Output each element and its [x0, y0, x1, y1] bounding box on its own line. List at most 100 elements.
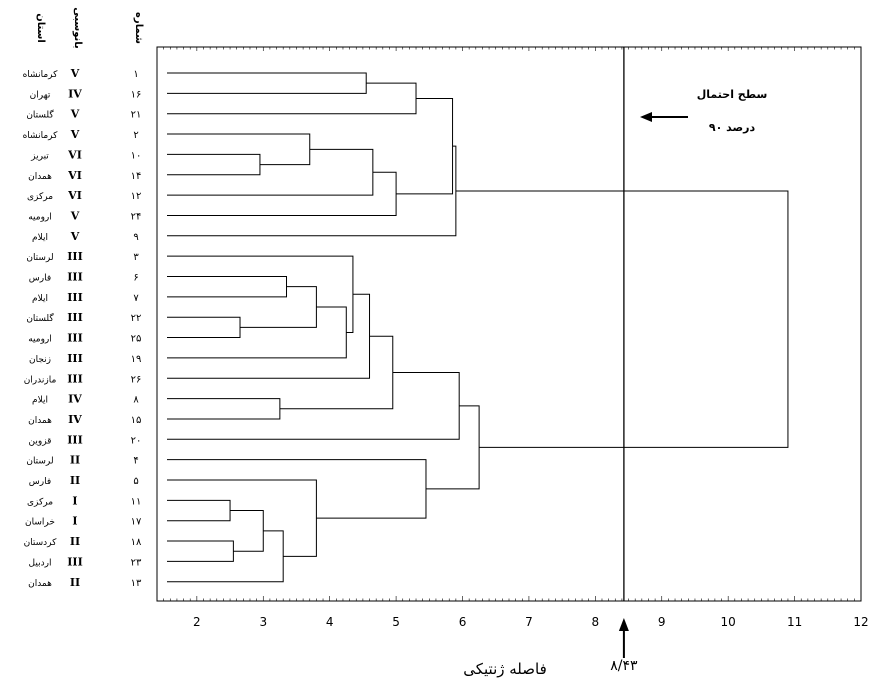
row-group: V — [70, 108, 80, 121]
tree-link — [279, 335, 394, 410]
tree-link — [167, 72, 367, 94]
tree-link — [396, 97, 454, 195]
row-province: مرکزی — [27, 497, 53, 507]
row-accession: ۲۳ — [131, 557, 142, 568]
row-accession: ۲۰ — [131, 435, 142, 446]
row-accession: ۲ — [133, 130, 138, 141]
row-province: گلستان — [26, 312, 54, 324]
tree-link — [167, 479, 317, 557]
row-province: ارومیه — [28, 212, 52, 222]
row-accession: ۵ — [133, 476, 138, 487]
header-accession: شماره — [133, 12, 144, 44]
row-group: V — [70, 230, 80, 243]
row-province: تبریز — [30, 151, 49, 161]
row-group: III — [67, 291, 82, 304]
row-accession: ۹ — [133, 232, 138, 243]
tree-link — [230, 510, 264, 552]
row-province: همدان — [28, 416, 52, 426]
tree-link — [167, 276, 288, 298]
row-group: III — [67, 271, 82, 284]
row-accession: ۱۱ — [131, 496, 142, 507]
row-province: کرمانشاه — [23, 131, 59, 141]
row-province: قزوین — [29, 436, 52, 446]
row-accession: ۱ — [133, 69, 138, 80]
row-province: ایلام — [32, 233, 48, 243]
x-tick-label: 10 — [721, 615, 736, 629]
tree-link — [167, 148, 374, 196]
row-accession: ۲۴ — [131, 211, 142, 222]
x-tick-label: 6 — [459, 615, 467, 629]
row-group: V — [70, 67, 80, 80]
row-province: کرمانشاه — [23, 70, 59, 80]
row-group: II — [70, 474, 80, 487]
row-accession: ۱۹ — [131, 354, 142, 365]
row-group: V — [70, 209, 80, 222]
row-province: اردبیل — [29, 558, 52, 568]
x-tick-label: 8 — [592, 615, 600, 629]
row-group: II — [70, 576, 80, 589]
row-accession: ۸ — [133, 395, 139, 406]
cutoff-label: ۸/۴۳ — [610, 658, 638, 674]
row-accession: ۲۵ — [131, 334, 142, 345]
row-group: IV — [68, 393, 82, 406]
x-tick-label: 7 — [525, 615, 533, 629]
top-minor-ticks — [156, 47, 862, 51]
row-accession: ۴ — [133, 456, 138, 467]
tree-link — [167, 306, 347, 359]
row-province: لرستان — [26, 253, 53, 263]
annotation-line2: ۹۰ درصد — [709, 121, 756, 134]
x-tick-label: 2 — [193, 615, 201, 629]
tree-link — [425, 405, 480, 490]
row-group: I — [72, 515, 77, 528]
row-group: III — [67, 250, 82, 263]
bottom-axis-ticks: 2 3 4 5 6 7 8 9 10 11 12 — [156, 596, 869, 629]
x-axis-label: فاصله ژنتیکی — [463, 660, 547, 678]
row-accession: ۲۲ — [131, 313, 142, 324]
row-accession: ۳ — [133, 252, 139, 263]
annotation-line1: سطح احتمال — [697, 88, 768, 101]
row-accession: ۱۲ — [131, 191, 142, 202]
row-group: II — [70, 535, 80, 548]
row-province: مرکزی — [27, 192, 53, 202]
tree-link — [167, 499, 231, 522]
tree-link — [167, 171, 397, 216]
row-province: لرستان — [26, 457, 53, 467]
x-tick-label: 3 — [259, 615, 267, 629]
up-arrow-icon — [618, 618, 629, 658]
row-accession: ۱۷ — [131, 517, 142, 528]
tree-link — [167, 82, 417, 115]
row-province: کردستان — [24, 538, 58, 548]
row-province: ایلام — [32, 396, 48, 406]
row-province: مازندران — [24, 375, 57, 385]
row-group: IV — [68, 413, 82, 426]
header-province: استان — [35, 13, 46, 43]
tree-links — [167, 72, 789, 583]
row-accession: ۷ — [133, 293, 139, 304]
row-group: III — [67, 311, 82, 324]
tree-link — [167, 153, 261, 176]
left-arrow-icon — [640, 112, 688, 122]
row-group: V — [70, 128, 80, 141]
row-accession: ۱۶ — [131, 89, 142, 100]
row-accession: ۱۰ — [131, 150, 142, 161]
tree-link — [455, 190, 789, 448]
row-province: گلستان — [26, 109, 54, 121]
tree-link — [167, 530, 284, 583]
row-group: III — [67, 352, 82, 365]
row-province: همدان — [28, 172, 52, 182]
plot-frame — [156, 46, 862, 602]
x-tick-label: 5 — [392, 615, 400, 629]
row-accession: ۲۶ — [131, 374, 142, 385]
row-province: همدان — [28, 579, 52, 589]
x-tick-label: 12 — [853, 615, 868, 629]
row-province: فارس — [29, 477, 51, 487]
tree-link — [167, 540, 234, 562]
x-tick-label: 11 — [787, 615, 802, 629]
row-group: VI — [67, 189, 82, 202]
row-province: فارس — [29, 274, 51, 284]
row-province: ایلام — [32, 294, 48, 304]
tree-link — [167, 459, 427, 519]
row-accession: ۶ — [133, 273, 138, 284]
